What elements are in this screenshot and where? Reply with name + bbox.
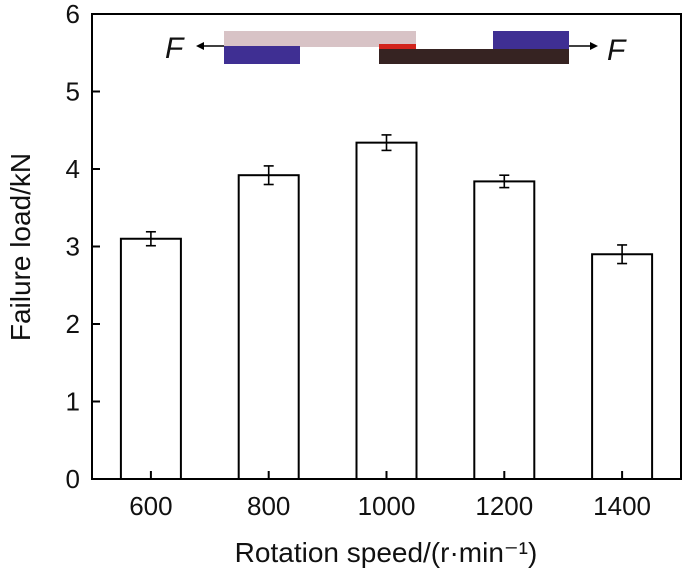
- y-tick-label: 5: [66, 77, 80, 107]
- x-axis-title: Rotation speed/(r·min⁻¹): [235, 537, 538, 568]
- y-tick-label: 4: [66, 154, 80, 184]
- bar-1200: [473, 180, 536, 480]
- y-tick-label: 0: [66, 464, 80, 494]
- y-axis: 0 1 2 3 4 5 6: [66, 0, 100, 494]
- y-tick-label: 1: [66, 387, 80, 417]
- right-force-label: F: [607, 34, 627, 67]
- left-force-arrowhead: [196, 42, 204, 50]
- x-tick-label-1400: 1400: [593, 491, 651, 521]
- bar-800: [237, 174, 300, 480]
- left-clamp-block: [224, 46, 300, 64]
- bar-1400: [591, 253, 654, 480]
- x-tick-label-800: 800: [247, 491, 290, 521]
- bar-600: [119, 237, 182, 480]
- error-bar-800: [263, 165, 274, 186]
- upper-sheet: [224, 31, 416, 47]
- right-force-arrowhead: [590, 42, 598, 50]
- specimen-schematic-inset: F F: [165, 31, 627, 67]
- x-tick-label-1200: 1200: [475, 491, 533, 521]
- y-tick-label: 3: [66, 232, 80, 262]
- bar-series: [119, 141, 654, 480]
- x-tick-label-1000: 1000: [358, 491, 416, 521]
- y-axis-title: Failure load/kN: [5, 153, 36, 341]
- left-force-label: F: [165, 32, 185, 65]
- error-bar-600: [145, 230, 156, 247]
- x-axis: 600 800 1000 1200 1400: [129, 471, 651, 521]
- x-tick-label-600: 600: [129, 491, 172, 521]
- y-tick-label: 6: [66, 0, 80, 29]
- right-clamp-block: [493, 31, 569, 49]
- error-bar-1400: [617, 244, 628, 265]
- lower-sheet: [379, 49, 569, 64]
- error-bar-1000: [381, 134, 392, 152]
- bar-1000: [355, 141, 418, 480]
- error-bar-series: [145, 134, 628, 265]
- weld-zone: [379, 44, 416, 50]
- y-tick-label: 2: [66, 309, 80, 339]
- error-bar-1200: [499, 174, 510, 189]
